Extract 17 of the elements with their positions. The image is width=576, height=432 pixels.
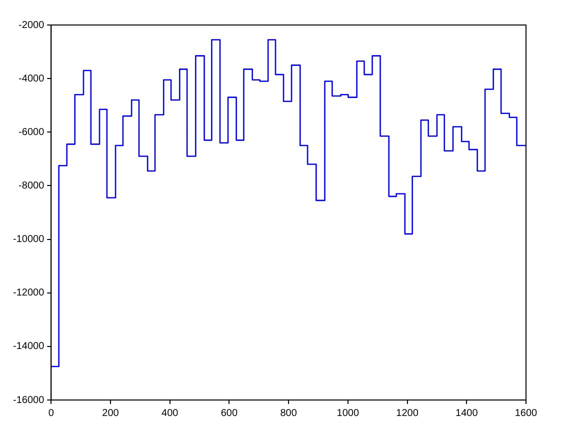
y-tick-label: -10000 [12,234,45,246]
x-tick-label: 0 [48,408,54,419]
x-tick-label: 600 [220,408,238,419]
y-tick-label: -8000 [18,180,45,192]
x-tick-label: 1200 [396,408,419,419]
x-tick-label: 400 [162,408,179,419]
y-tick-label: -2000 [18,20,45,31]
x-tick-label: 1000 [336,408,360,419]
x-tick-label: 1600 [514,408,538,419]
y-tick-label: -6000 [18,126,45,138]
y-tick-label: -16000 [12,394,45,406]
x-tick-label: 1400 [456,408,478,419]
y-tick-label: -12000 [12,288,45,299]
x-tick-label: 800 [280,408,298,419]
x-tick-label: 200 [102,408,120,419]
y-tick-label: -14000 [12,341,45,352]
y-tick-label: -4000 [18,73,45,84]
